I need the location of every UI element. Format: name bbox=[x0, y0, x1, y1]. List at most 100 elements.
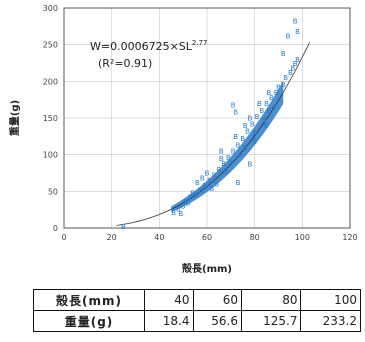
data-point: B bbox=[121, 223, 126, 231]
data-point: B bbox=[293, 18, 298, 26]
table-cell: 60 bbox=[192, 289, 242, 311]
table-row-header: 殻長(mm) bbox=[33, 289, 145, 311]
data-point: B bbox=[255, 113, 260, 121]
data-point: B bbox=[212, 172, 217, 180]
x-tick-label: 120 bbox=[342, 233, 357, 242]
data-point: B bbox=[219, 148, 224, 156]
table-row-header: 重量(g) bbox=[33, 310, 145, 332]
data-point: B bbox=[183, 198, 188, 206]
data-point: B bbox=[271, 104, 276, 112]
data-point: B bbox=[197, 186, 202, 194]
data-point: B bbox=[267, 107, 272, 115]
data-point: B bbox=[231, 101, 236, 109]
x-tick-label: 0 bbox=[61, 233, 66, 242]
data-point: B bbox=[245, 128, 250, 136]
data-point: B bbox=[262, 116, 267, 124]
y-tick-label: 200 bbox=[43, 77, 58, 86]
table-row: 重量(g) 18.4 56.6 125.7 233.2 bbox=[33, 310, 361, 332]
data-point: B bbox=[259, 107, 264, 115]
data-point: B bbox=[293, 60, 298, 68]
x-axis-label: 殻長(mm) bbox=[182, 262, 232, 275]
data-point: B bbox=[181, 203, 186, 211]
data-point: B bbox=[236, 179, 241, 187]
data-point: B bbox=[240, 135, 245, 143]
y-tick-label: 100 bbox=[43, 151, 58, 160]
data-point: B bbox=[286, 32, 291, 40]
equation-label: W=0.0006725×SL2.77 bbox=[90, 39, 208, 53]
y-axis-ticks: 0 50 100 150 200 250 300 bbox=[43, 4, 58, 233]
data-point: B bbox=[231, 148, 236, 156]
data-point: B bbox=[288, 69, 293, 77]
y-tick-label: 150 bbox=[43, 114, 58, 123]
data-point: B bbox=[243, 122, 248, 130]
table-row: 殻長(mm) 40 60 80 100 bbox=[33, 289, 361, 311]
table-cell: 56.6 bbox=[192, 310, 242, 332]
x-tick-label: 100 bbox=[295, 233, 310, 242]
data-point: B bbox=[178, 210, 183, 218]
data-point: B bbox=[247, 115, 252, 123]
data-point: B bbox=[202, 182, 207, 190]
data-point: B bbox=[269, 94, 274, 102]
summary-table: 殻長(mm) 40 60 80 100 重量(g) 18.4 56.6 125.… bbox=[33, 289, 361, 332]
x-tick-label: 80 bbox=[250, 233, 260, 242]
equation-text: W=0.0006725×SL bbox=[90, 40, 193, 53]
data-point: B bbox=[243, 144, 248, 152]
table-cell: 233.2 bbox=[300, 310, 361, 332]
data-point: B bbox=[207, 177, 212, 185]
data-point: B bbox=[200, 175, 205, 183]
data-point: B bbox=[193, 192, 198, 200]
data-point: B bbox=[264, 122, 269, 130]
data-point: B bbox=[247, 161, 252, 169]
table-cell: 18.4 bbox=[144, 310, 194, 332]
y-axis-label: 重量(g) bbox=[8, 100, 21, 136]
x-tick-label: 20 bbox=[107, 233, 117, 242]
fit-curve bbox=[116, 42, 310, 226]
data-point: B bbox=[219, 155, 224, 163]
data-point: B bbox=[274, 89, 279, 97]
y-tick-label: 0 bbox=[53, 224, 58, 233]
data-point: B bbox=[276, 84, 281, 92]
data-point: B bbox=[214, 181, 219, 189]
data-point: B bbox=[283, 74, 288, 82]
equation-exponent: 2.77 bbox=[192, 39, 208, 47]
data-point: B bbox=[281, 81, 286, 89]
data-point: B bbox=[186, 200, 191, 208]
data-point: B bbox=[190, 189, 195, 197]
r-squared-label: (R²=0.91) bbox=[98, 57, 152, 70]
table-cell: 40 bbox=[144, 289, 194, 311]
x-axis-ticks: 0 20 40 60 80 100 120 bbox=[61, 233, 357, 242]
data-point: B bbox=[238, 151, 243, 159]
y-tick-label: 250 bbox=[43, 41, 58, 50]
data-point: B bbox=[252, 129, 257, 137]
table-cell: 125.7 bbox=[240, 310, 302, 332]
y-tick-label: 300 bbox=[43, 4, 58, 13]
plot-frame bbox=[63, 7, 351, 229]
table-cell: 100 bbox=[300, 289, 361, 311]
data-point: B bbox=[195, 179, 200, 187]
y-tick-label: 50 bbox=[48, 187, 58, 196]
data-point: B bbox=[264, 100, 269, 108]
x-tick-label: 60 bbox=[202, 233, 212, 242]
data-point: B bbox=[226, 154, 231, 162]
data-point: B bbox=[217, 166, 222, 174]
data-point: B bbox=[252, 138, 257, 146]
data-point: B bbox=[233, 133, 238, 141]
data-point: B bbox=[233, 109, 238, 117]
data-point: B bbox=[188, 194, 193, 202]
data-point: B bbox=[295, 28, 300, 36]
data-point: B bbox=[228, 159, 233, 167]
data-point: B bbox=[209, 185, 214, 193]
data-point: B bbox=[257, 100, 262, 108]
data-point: B bbox=[290, 65, 295, 73]
data-point: B bbox=[221, 160, 226, 168]
data-point: B bbox=[224, 167, 229, 175]
data-point: B bbox=[171, 209, 176, 217]
data-point: B bbox=[176, 205, 181, 213]
data-point: B bbox=[281, 50, 286, 58]
data-point: B bbox=[236, 142, 241, 150]
data-point: B bbox=[250, 120, 255, 128]
data-point: B bbox=[295, 56, 300, 64]
data-point: B bbox=[205, 170, 210, 178]
